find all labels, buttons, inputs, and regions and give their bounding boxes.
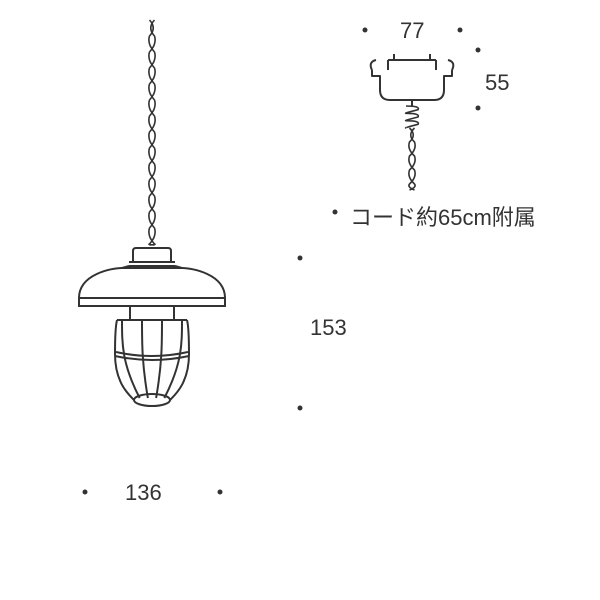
dimension-label: 136: [125, 480, 162, 506]
dimension-label: 55: [485, 70, 509, 96]
dimension-label: コード約65cm附属: [350, 200, 536, 232]
dimension-label: 77: [400, 18, 424, 44]
dimension-label: 153: [310, 315, 347, 341]
technical-drawing: [0, 0, 600, 600]
